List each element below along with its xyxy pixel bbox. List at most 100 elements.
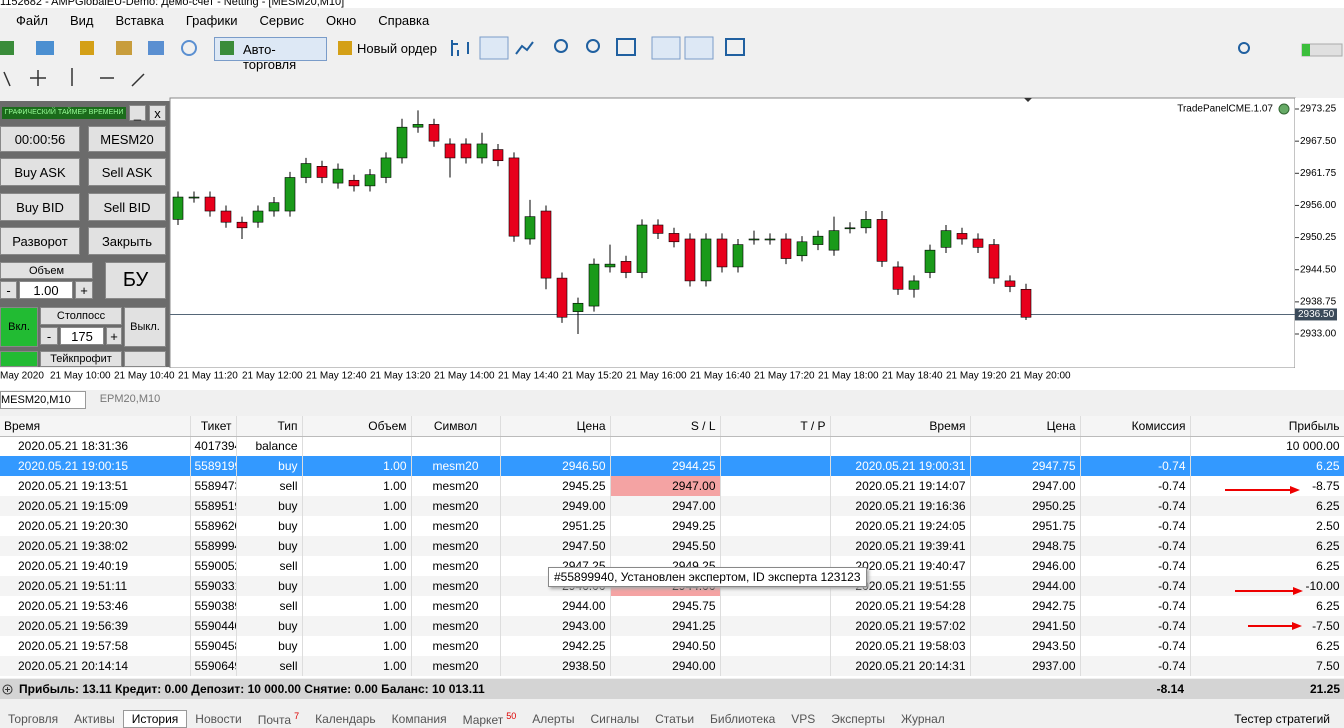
cell: [411, 436, 501, 456]
sell-bid-button[interactable]: Sell BID: [88, 193, 166, 221]
cell: 2020.05.21 19:24:05: [830, 516, 971, 536]
menu-item[interactable]: Графики: [185, 13, 238, 28]
last-price-label: 2936.50: [1298, 309, 1335, 320]
candle-body: [332, 168, 344, 184]
column-header[interactable]: Время: [0, 416, 191, 437]
cell: 2020.05.21 19:13:51: [0, 476, 191, 496]
column-header[interactable]: Тикет: [190, 416, 237, 437]
menu-item[interactable]: Вид: [69, 13, 94, 28]
column-header[interactable]: Объем: [302, 416, 412, 437]
cell: 1.00: [302, 496, 412, 516]
deal-row[interactable]: 2020.05.21 19:57:5855904588buy1.00mesm20…: [0, 636, 1344, 656]
menu-item[interactable]: Файл: [16, 13, 48, 28]
column-header[interactable]: Цена: [970, 416, 1081, 437]
deal-row[interactable]: 2020.05.21 19:38:0255899940buy1.00mesm20…: [0, 536, 1344, 556]
cell: -10.00: [1190, 576, 1344, 596]
plot-area: [169, 97, 1296, 369]
bottom-tab[interactable]: Библиотека: [710, 712, 776, 726]
bottom-tabs: Торговля Активы История Новости Почта 7 Календ…: [0, 710, 953, 728]
bottom-tab[interactable]: Сигналы: [590, 712, 640, 726]
deal-row[interactable]: 2020.05.21 19:13:5155894733sell1.00mesm2…: [0, 476, 1344, 496]
candle-body: [188, 196, 200, 199]
cell: -0.74: [1080, 496, 1191, 516]
breakeven-button[interactable]: БУ: [105, 262, 166, 299]
candle-body: [620, 261, 632, 273]
menu-item[interactable]: Окно: [326, 13, 357, 28]
cell: 55899940: [190, 536, 237, 556]
x-tick-label: 21 May 14:40: [498, 371, 559, 382]
column-header[interactable]: Время: [830, 416, 971, 437]
column-header[interactable]: Символ: [411, 416, 501, 437]
cell: mesm20: [411, 476, 501, 496]
column-header[interactable]: T / P: [720, 416, 831, 437]
annotation-arrows: [1200, 480, 1340, 630]
bottom-tab[interactable]: Эксперты: [831, 712, 886, 726]
sl-minus[interactable]: -: [40, 327, 58, 345]
cell: buy: [236, 576, 303, 596]
column-header[interactable]: Прибыль: [1190, 416, 1344, 437]
cell: 55904404: [190, 616, 237, 636]
bottom-tab[interactable]: Журнал: [901, 712, 945, 726]
deal-row[interactable]: 2020.05.21 19:15:0955895194buy1.00mesm20…: [0, 496, 1344, 516]
cell: 2020.05.21 19:56:39: [0, 616, 191, 636]
candle-body: [588, 263, 600, 307]
candle-body: [972, 238, 984, 248]
column-header[interactable]: S / L: [610, 416, 721, 437]
deal-row[interactable]: 2020.05.21 19:56:3955904404buy1.00mesm20…: [0, 616, 1344, 636]
deal-row[interactable]: 2020.05.21 19:53:4655903896sell1.00mesm2…: [0, 596, 1344, 616]
deal-row[interactable]: 2020.05.21 19:40:1955900529sell1.00mesm2…: [0, 556, 1344, 576]
column-header[interactable]: Тип: [236, 416, 303, 437]
auto-trading-button[interactable]: Авто-торговля: [214, 37, 327, 72]
volume-minus[interactable]: -: [0, 281, 17, 299]
deal-row[interactable]: 2020.05.21 19:00:1555891997buy1.00mesm20…: [0, 456, 1344, 476]
menu-item[interactable]: Вставка: [115, 13, 164, 28]
cell: 2020.05.21 19:38:02: [0, 536, 191, 556]
bottom-tab[interactable]: Новости: [195, 712, 242, 726]
x-tick-label: 21 May 20:00: [1010, 371, 1071, 382]
bottom-tab[interactable]: VPS: [791, 712, 816, 726]
bottom-tab[interactable]: Почта 7: [257, 711, 300, 727]
cell: [1080, 436, 1191, 456]
bottom-tab[interactable]: Маркет 50: [462, 711, 517, 727]
close-button[interactable]: Закрыть: [88, 227, 166, 255]
chart-tab[interactable]: MESM20,M10: [0, 391, 86, 409]
column-header[interactable]: Комиссия: [1080, 416, 1191, 437]
new-order-button[interactable]: Новый ордер: [335, 41, 437, 56]
sell-ask-button[interactable]: Sell ASK: [88, 158, 166, 186]
cell: sell: [236, 476, 303, 496]
bottom-tab[interactable]: Алерты: [532, 712, 575, 726]
bottom-tab[interactable]: Компания: [391, 712, 447, 726]
cell: [720, 516, 831, 536]
bottom-tab[interactable]: Календарь: [315, 712, 376, 726]
volume-input[interactable]: 1.00: [19, 281, 73, 299]
menu-item[interactable]: Сервис: [259, 13, 305, 28]
reverse-button[interactable]: Разворот: [0, 227, 80, 255]
bottom-tab[interactable]: Активы: [74, 712, 115, 726]
sl-on-button[interactable]: Вкл.: [0, 307, 38, 347]
sl-plus[interactable]: +: [106, 327, 122, 345]
buy-ask-button[interactable]: Buy ASK: [0, 158, 80, 186]
sl-off-button[interactable]: Выкл.: [124, 307, 166, 347]
price-axis: [1295, 98, 1344, 368]
x-tick-label: 21 May 10:00: [50, 371, 111, 382]
bottom-tab[interactable]: История: [122, 710, 188, 728]
volume-plus[interactable]: +: [75, 281, 93, 299]
summary: Прибыль: 13.11 Кредит: 0.00 Депозит: 10 …: [19, 682, 485, 696]
deal-row[interactable]: 2020.05.21 19:20:3055896204buy1.00mesm20…: [0, 516, 1344, 536]
candle-body: [492, 149, 504, 162]
candle-body: [700, 238, 712, 282]
buy-bid-button[interactable]: Buy BID: [0, 193, 80, 221]
cell: -0.74: [1080, 656, 1191, 676]
cell: 2020.05.21 19:58:03: [830, 636, 971, 656]
strategy-tester-tab[interactable]: Тестер стратегий: [1234, 712, 1330, 726]
column-header[interactable]: Цена: [500, 416, 611, 437]
cell: 2020.05.21 19:00:15: [0, 456, 191, 476]
menu-item[interactable]: Справка: [378, 13, 430, 28]
bottom-tab[interactable]: Статьи: [655, 712, 695, 726]
cell: 2945.25: [500, 476, 611, 496]
candle-body: [812, 235, 824, 245]
bottom-tab[interactable]: Торговля: [8, 712, 59, 726]
chart-tab[interactable]: EPM20,M10: [99, 393, 161, 405]
deal-row[interactable]: 2020.05.21 20:14:1455906493sell1.00mesm2…: [0, 656, 1344, 676]
stoploss-input[interactable]: 175: [60, 327, 104, 345]
